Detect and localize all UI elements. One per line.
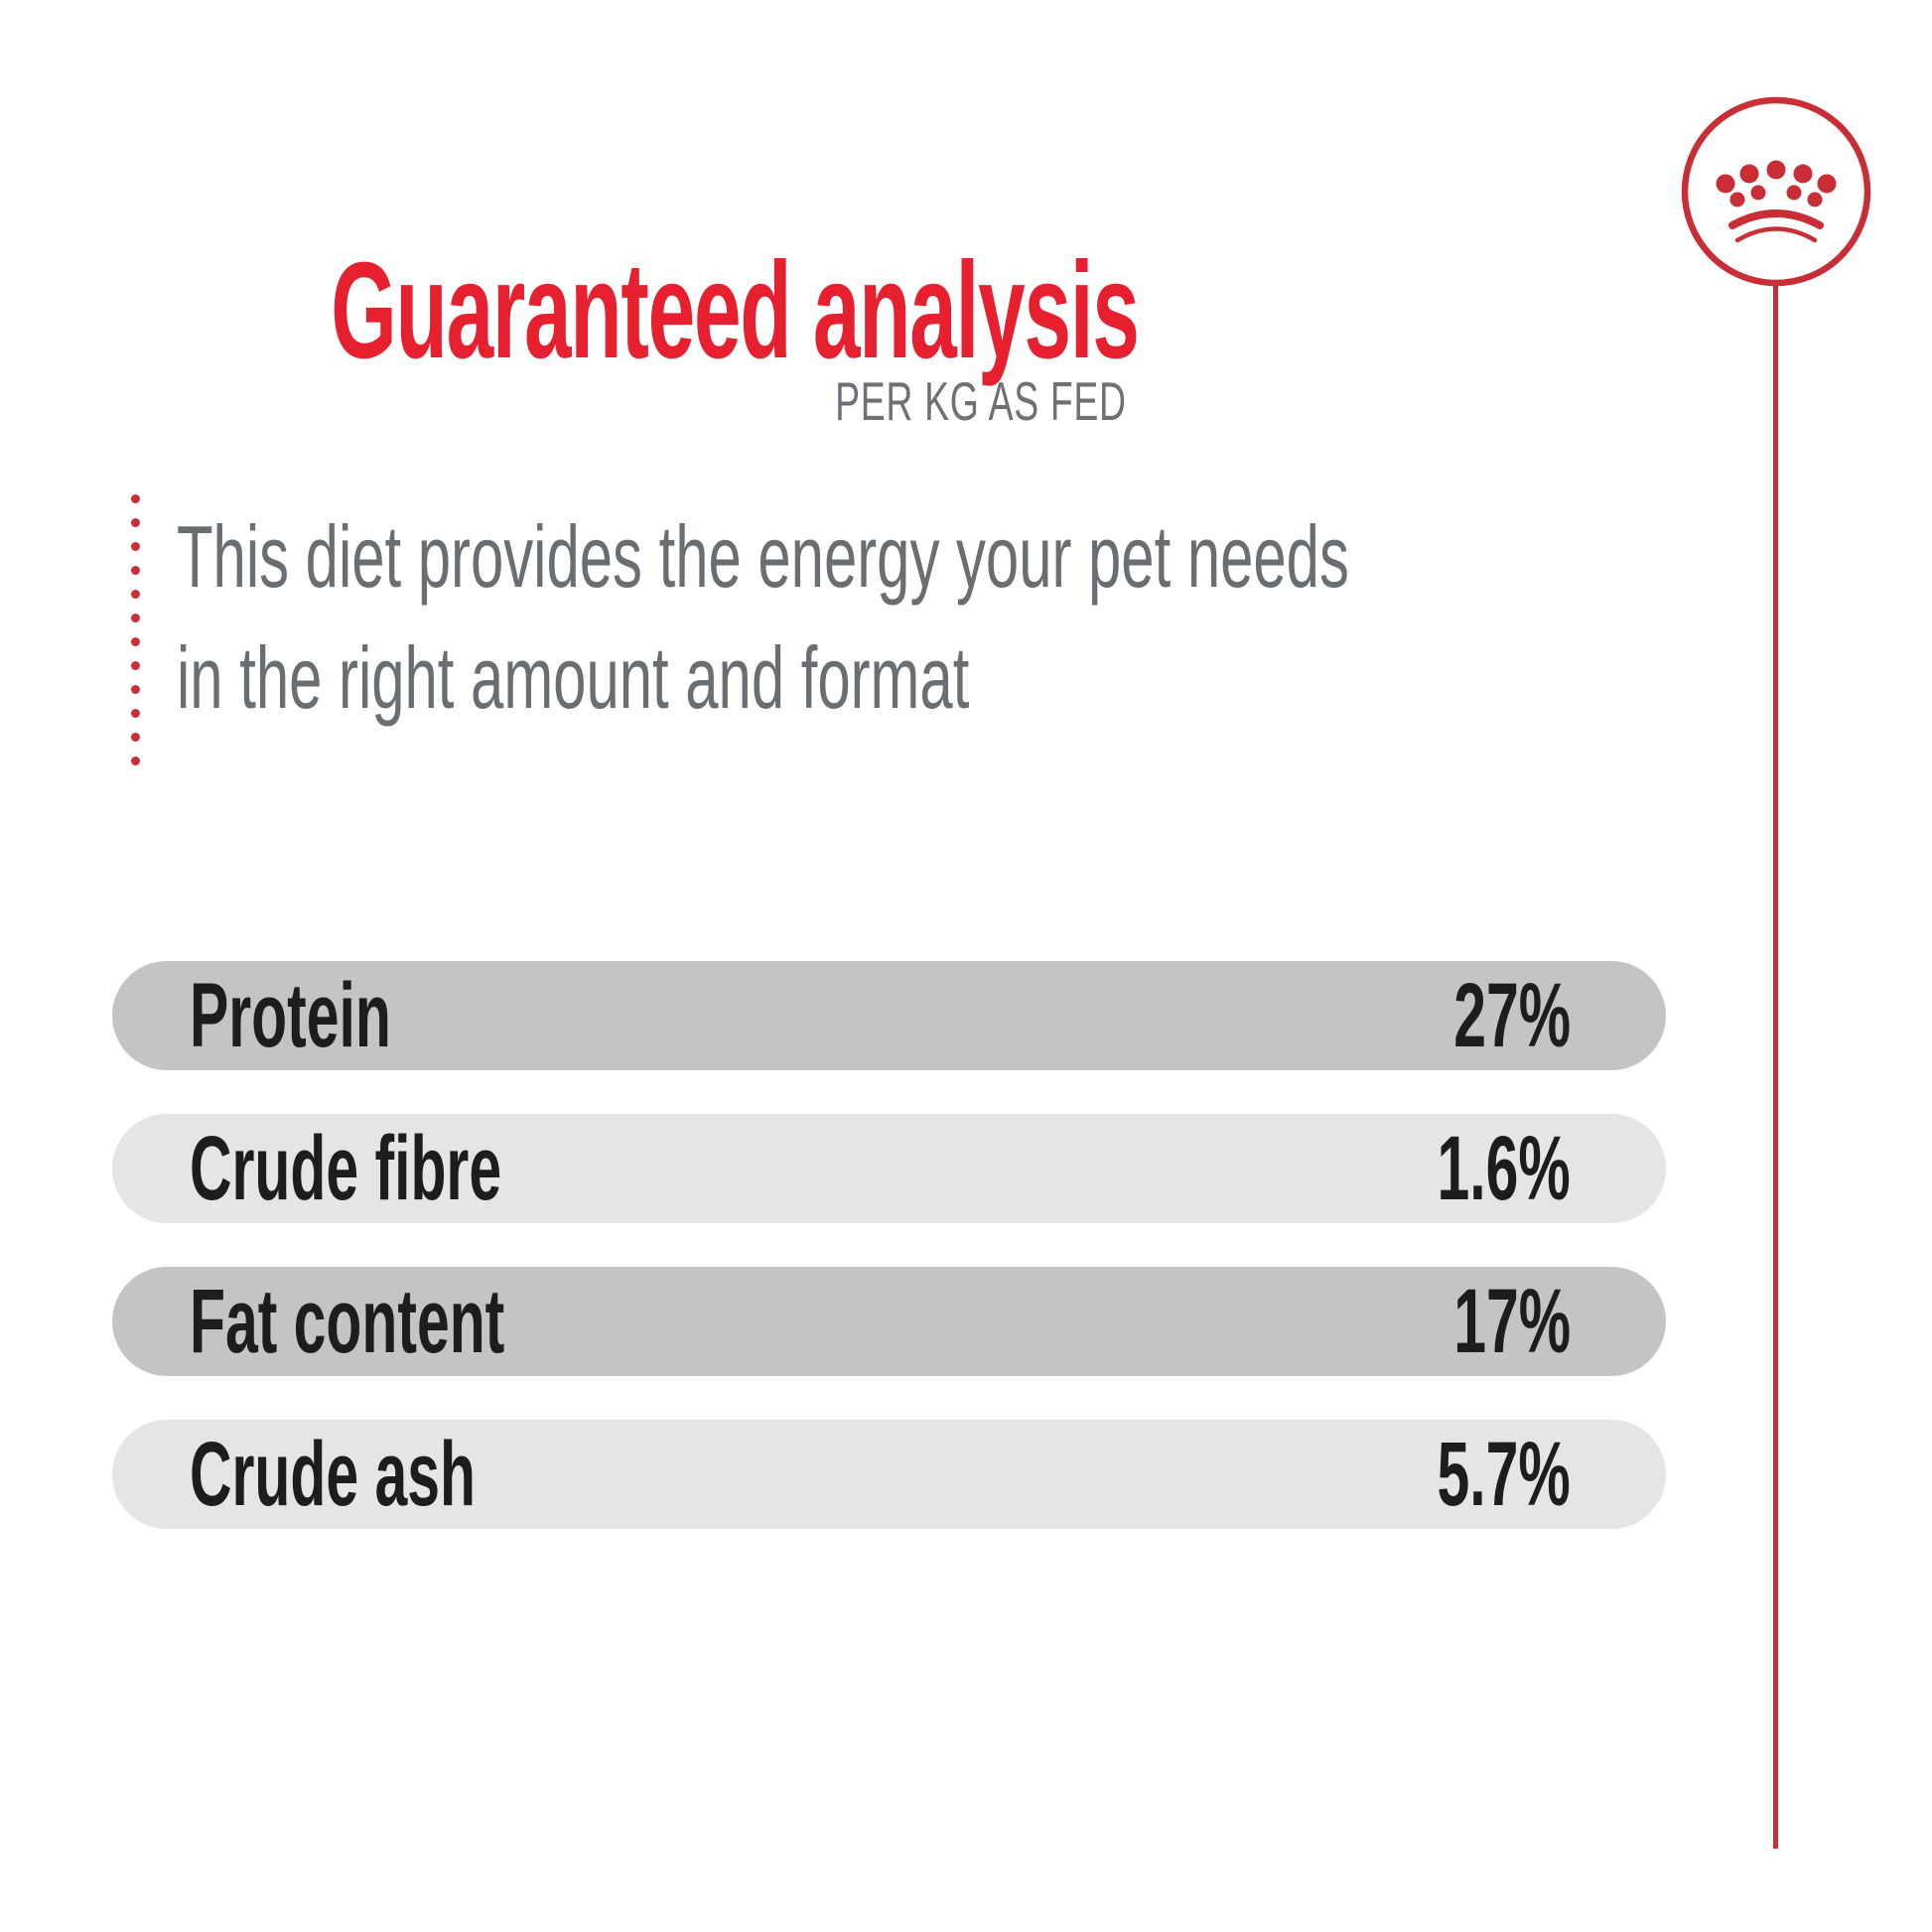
- page-title-text: Guaranteed analysis: [331, 234, 1140, 388]
- row-label: Crude fibre: [190, 1117, 502, 1219]
- diet-description: This diet provides the energy your pet n…: [177, 496, 1901, 739]
- table-row-crude-fibre: Crude fibre 1.6%: [112, 1114, 1666, 1223]
- row-value: 1.6%: [1437, 1117, 1571, 1219]
- row-label: Fat content: [190, 1270, 505, 1372]
- diet-description-line-1: This diet provides the energy your pet n…: [177, 507, 1349, 606]
- row-label: Crude ash: [190, 1423, 476, 1525]
- per-kg-as-fed-label: PER KG AS FED: [835, 370, 1127, 432]
- diet-description-line-2: in the right amount and format: [177, 628, 970, 727]
- row-value: 17%: [1453, 1270, 1571, 1372]
- row-label: Protein: [190, 964, 391, 1066]
- row-value: 5.7%: [1437, 1423, 1571, 1525]
- vertical-brand-line: [1773, 285, 1778, 1849]
- page-title: Guaranteed analysis: [0, 242, 1469, 379]
- table-row-fat-content: Fat content 17%: [112, 1267, 1666, 1376]
- royal-canin-crown-icon: [1681, 96, 1871, 287]
- dotted-accent-line: [131, 494, 140, 765]
- table-row-protein: Protein 27%: [112, 961, 1666, 1070]
- table-row-crude-ash: Crude ash 5.7%: [112, 1420, 1666, 1529]
- row-value: 27%: [1453, 964, 1571, 1066]
